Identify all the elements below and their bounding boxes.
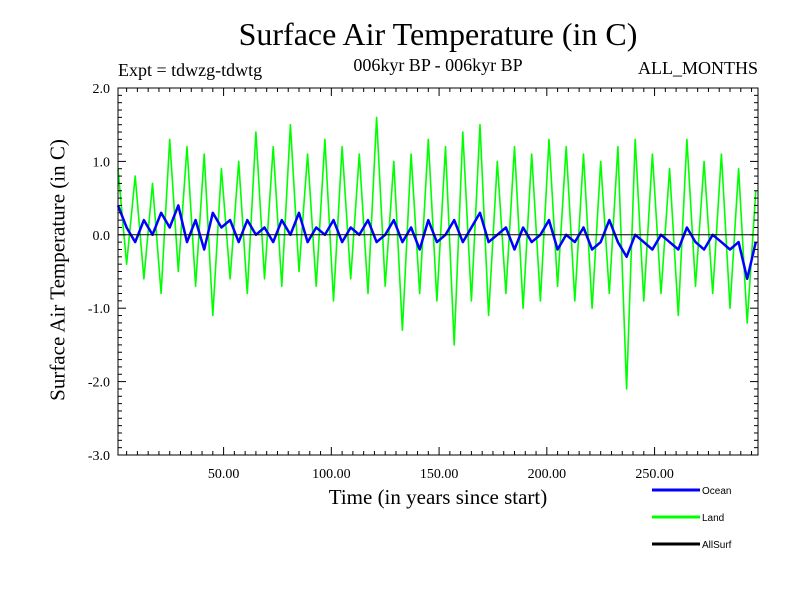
y-tick-label: 0.0 (93, 229, 111, 244)
x-tick-label: 50.00 (208, 467, 240, 482)
x-tick-label: 200.00 (528, 467, 567, 482)
legend-label-allsurf: AllSurf (702, 540, 732, 551)
legend: Ocean Land AllSurf (652, 486, 732, 551)
series-layer (116, 116, 758, 390)
experiment-label: Expt = tdwzg-tdwtg (118, 60, 263, 80)
y-tick-label: 2.0 (93, 82, 111, 97)
legend-label-land: Land (702, 513, 724, 524)
series-line-ocean (116, 204, 758, 281)
legend-label-ocean: Ocean (702, 486, 731, 497)
y-tick-label: 1.0 (93, 155, 111, 170)
y-tick-label: -1.0 (88, 302, 110, 317)
x-tick-label: 100.00 (312, 467, 351, 482)
y-tick-label: -2.0 (88, 376, 110, 391)
axis-layer: 50.00 100.00 150.00 200.00 250.00 2.0 1.0 0.0 -1… (88, 82, 759, 482)
x-tick-label: 250.00 (635, 467, 674, 482)
series-line-land (117, 116, 757, 390)
x-axis-label: Time (in years since start) (328, 485, 548, 509)
chart-title: Surface Air Temperature (in C) (238, 16, 638, 52)
months-label: ALL_MONTHS (638, 58, 758, 78)
x-tick-label: 150.00 (420, 467, 459, 482)
y-tick-label: -3.0 (88, 449, 110, 464)
period-label: 006kyr BP - 006kyr BP (353, 55, 523, 75)
